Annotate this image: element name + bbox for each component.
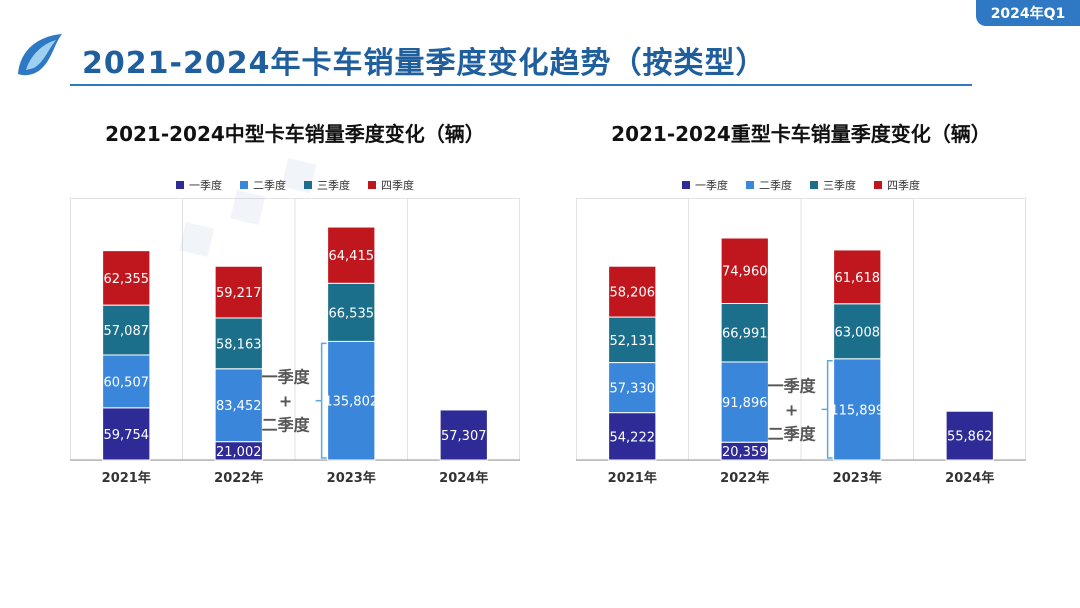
bar-一季度-2024年 [945, 410, 994, 461]
data-label: 58,163 [216, 337, 262, 352]
annotation-label: 一季度 [768, 376, 817, 395]
legend-item-q4: 四季度 [368, 177, 414, 193]
legend-swatch-q2 [746, 181, 754, 189]
period-badge: 2024年Q1 [976, 0, 1080, 26]
legend-item-q1: 一季度 [682, 177, 728, 193]
legend-swatch-q1 [176, 181, 184, 189]
bar-四季度-2022年 [720, 237, 769, 304]
data-label: 57,087 [104, 324, 150, 339]
legend-label: 三季度 [823, 179, 856, 192]
legend-item-q3: 三季度 [810, 177, 856, 193]
chart-legend: 一季度 二季度 三季度 四季度 [566, 177, 1036, 193]
x-tick-label: 2022年 [214, 470, 263, 486]
data-label: 59,217 [216, 286, 262, 301]
x-tick-label: 2024年 [439, 470, 488, 486]
data-label: 91,896 [722, 396, 768, 411]
bar-四季度-2023年 [833, 249, 882, 305]
legend-label: 一季度 [695, 179, 728, 192]
data-label: 20,359 [722, 445, 768, 460]
bar-一季度-2021年 [608, 412, 657, 461]
title-divider [70, 84, 972, 86]
x-tick-label: 2022年 [720, 470, 769, 486]
logo-icon [18, 34, 62, 76]
bar-四季度-2022年 [214, 265, 263, 319]
bar-二季度-2022年 [214, 368, 263, 443]
data-label: 74,960 [722, 265, 768, 280]
legend-item-q2: 二季度 [240, 177, 286, 193]
data-label: 83,452 [216, 399, 262, 414]
annotation-label: 一季度 [262, 368, 311, 387]
legend-label: 三季度 [317, 179, 350, 192]
x-tick-label: 2024年 [945, 470, 994, 486]
data-label: 64,415 [329, 249, 375, 264]
legend-item-q4: 四季度 [874, 177, 920, 193]
legend-swatch-q4 [368, 181, 376, 189]
bar-二季度-2023年 [327, 340, 376, 461]
chart-legend: 一季度 二季度 三季度 四季度 [60, 177, 530, 193]
bar-三季度-2023年 [833, 303, 882, 360]
data-label: 54,222 [610, 430, 656, 445]
legend-item-q1: 一季度 [176, 177, 222, 193]
bar-一季度-2021年 [102, 407, 151, 461]
legend-swatch-q4 [874, 181, 882, 189]
data-label: 66,535 [329, 306, 375, 321]
data-label: 57,330 [610, 382, 656, 397]
chart-title: 2021-2024重型卡车销量季度变化（辆） [611, 122, 991, 146]
annotation-label: + [785, 400, 798, 419]
annotation-label: 二季度 [768, 424, 817, 443]
data-label: 58,206 [610, 286, 656, 301]
annotation-label: + [279, 392, 292, 411]
x-tick-label: 2023年 [833, 470, 882, 486]
data-label: 52,131 [610, 334, 656, 349]
bar-四季度-2021年 [102, 250, 151, 306]
data-label: 59,754 [104, 428, 150, 443]
heavy-truck-chart: 54,222 57,330 52,131 58,206 2021年 20,359 91,89… [576, 198, 1026, 486]
data-label: 66,991 [722, 327, 768, 342]
legend-label: 四季度 [381, 179, 414, 192]
legend-swatch-q1 [682, 181, 690, 189]
legend-swatch-q3 [810, 181, 818, 189]
bar-四季度-2021年 [608, 265, 657, 318]
data-label: 61,618 [835, 271, 881, 286]
bar-一季度-2024年 [439, 409, 488, 461]
legend-item-q3: 三季度 [304, 177, 350, 193]
bar-三季度-2021年 [102, 304, 151, 356]
legend-label: 二季度 [759, 179, 792, 192]
legend-label: 四季度 [887, 179, 920, 192]
bar-三季度-2021年 [608, 316, 657, 364]
legend-swatch-q3 [304, 181, 312, 189]
bar-四季度-2023年 [327, 226, 376, 284]
bar-三季度-2022年 [214, 317, 263, 370]
legend-label: 二季度 [253, 179, 286, 192]
plot-area: 54,222 57,330 52,131 58,206 2021年 20,359 91,89… [576, 198, 1026, 488]
medium-truck-chart-panel: 2021-2024中型卡车销量季度变化（辆） 一季度 二季度 三季度 四季度 5… [60, 110, 530, 490]
x-tick-label: 2021年 [102, 470, 151, 486]
data-label: 55,862 [947, 430, 993, 445]
legend-item-q2: 二季度 [746, 177, 792, 193]
annotation-label: 二季度 [262, 416, 311, 435]
legend-label: 一季度 [189, 179, 222, 192]
data-label: 115,899 [830, 403, 884, 418]
data-label: 60,507 [104, 375, 150, 390]
page-title: 2021-2024年卡车销量季度变化趋势（按类型） [82, 46, 767, 81]
data-label: 21,002 [216, 445, 262, 460]
legend-swatch-q2 [240, 181, 248, 189]
x-tick-label: 2021年 [608, 470, 657, 486]
chart-title: 2021-2024中型卡车销量季度变化（辆） [105, 122, 485, 146]
data-label: 63,008 [835, 325, 881, 340]
data-label: 135,802 [324, 395, 378, 410]
data-label: 57,307 [441, 429, 487, 444]
heavy-truck-chart-panel: 2021-2024重型卡车销量季度变化（辆） 一季度 二季度 三季度 四季度 5… [566, 110, 1036, 490]
medium-truck-chart: 59,754 60,507 57,087 62,355 2021年 21,002 83,45… [70, 198, 520, 486]
bar-二季度-2021年 [608, 362, 657, 414]
x-tick-label: 2023年 [327, 470, 376, 486]
plot-area: 59,754 60,507 57,087 62,355 2021年 21,002 83,45… [70, 198, 520, 488]
data-label: 62,355 [104, 272, 150, 287]
